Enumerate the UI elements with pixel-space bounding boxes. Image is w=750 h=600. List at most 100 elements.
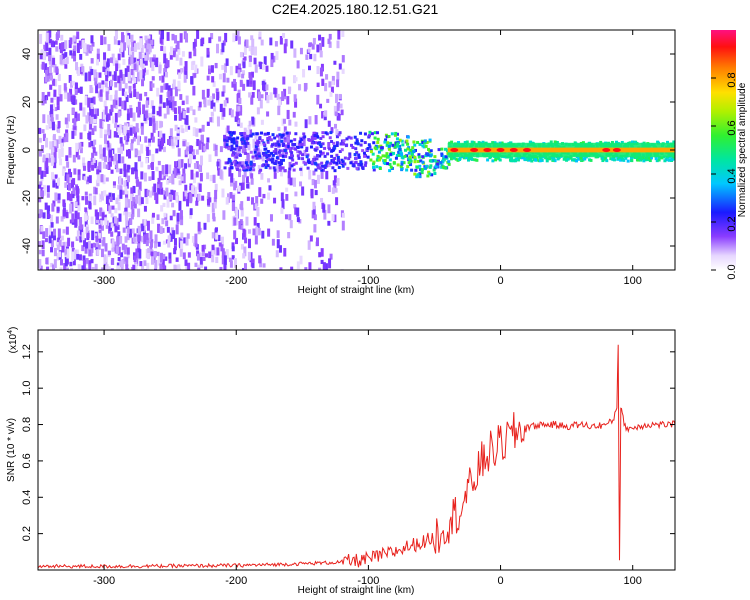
heatmap-cell: [277, 161, 281, 165]
heatmap-cell: [548, 157, 552, 161]
heatmap-cell: [202, 249, 206, 257]
heatmap-cell: [45, 32, 49, 43]
heatmap-cell: [266, 131, 270, 135]
heatmap-cell: [291, 158, 295, 162]
heatmap-cell: [96, 48, 100, 59]
heatmap-cell: [94, 80, 98, 86]
heatmap-cell: [393, 145, 397, 149]
heatmap-cell: [57, 120, 61, 128]
heatmap-cell: [136, 179, 140, 187]
heatmap-cell: [265, 84, 269, 91]
heatmap-cell: [94, 233, 98, 238]
heatmap-cell: [280, 192, 284, 202]
heatmap-cell: [216, 247, 220, 256]
heatmap-cell: [67, 182, 71, 191]
spectrogram-x-ticks: -300 -200 -100 0 100: [93, 30, 642, 287]
heatmap-cell: [210, 111, 214, 116]
heatmap-cell: [56, 105, 60, 111]
heatmap-cell: [124, 122, 128, 127]
heatmap-cell: [57, 73, 61, 82]
heatmap-cell: [336, 40, 340, 49]
heatmap-cell: [236, 31, 240, 40]
heatmap-cell: [375, 158, 379, 162]
heatmap-cell: [394, 156, 398, 160]
heatmap-cell: [305, 155, 309, 159]
heatmap-cell: [672, 140, 675, 144]
heatmap-cell: [379, 156, 383, 160]
heatmap-cell: [90, 46, 94, 52]
heatmap-cell: [356, 142, 360, 146]
spectrogram-x-label: Height of straight line (km): [298, 285, 415, 296]
heatmap-cell: [199, 155, 203, 166]
heatmap-cell: [45, 69, 49, 75]
heatmap-cell: [138, 249, 142, 259]
heatmap-cell: [248, 168, 252, 172]
heatmap-cell: [386, 162, 390, 166]
heatmap-cell: [255, 147, 259, 151]
heatmap-cell: [82, 165, 86, 171]
heatmap-cell: [144, 35, 148, 41]
heatmap-cell: [62, 208, 66, 217]
heatmap-cell: [467, 158, 471, 162]
heatmap-cell: [117, 246, 121, 256]
heatmap-cell: [279, 159, 283, 163]
heatmap-cell: [288, 161, 292, 169]
heatmap-cell: [154, 192, 158, 201]
heatmap-cell: [452, 156, 456, 160]
heatmap-cell: [58, 85, 62, 95]
x-tick-label: -100: [357, 575, 379, 587]
heatmap-cell: [111, 258, 115, 265]
heatmap-cell: [114, 207, 118, 214]
heatmap-cell: [95, 59, 99, 66]
heatmap-cell: [41, 145, 45, 153]
heatmap-cell: [41, 98, 45, 106]
heatmap-cell: [131, 228, 135, 234]
heatmap-cell: [326, 98, 330, 103]
heatmap-cell: [315, 146, 319, 150]
heatmap-cell: [162, 102, 166, 108]
heatmap-cell: [64, 117, 68, 125]
heatmap-cell: [440, 147, 444, 151]
heatmap-cell: [124, 186, 128, 195]
heatmap-cell: [201, 124, 205, 132]
heatmap-cell: [129, 108, 133, 118]
heatmap-cell: [228, 131, 232, 135]
heatmap-cell: [427, 170, 431, 174]
heatmap-cell: [104, 217, 108, 226]
heatmap-cell: [278, 166, 282, 170]
heatmap-cell: [286, 133, 290, 137]
heatmap-cell: [335, 161, 339, 165]
heatmap-cell: [211, 244, 215, 252]
heatmap-cell: [566, 157, 570, 161]
heatmap-cell: [191, 185, 195, 195]
heatmap-cell: [636, 158, 640, 162]
heatmap-cell: [208, 37, 212, 44]
heatmap-cell: [123, 163, 127, 172]
heatmap-cell: [637, 156, 641, 160]
heatmap-cell: [166, 32, 170, 41]
heatmap-cell: [467, 156, 471, 160]
heatmap-cell: [324, 110, 328, 117]
heatmap-cell: [114, 216, 118, 224]
heatmap-cell: [463, 141, 467, 145]
heatmap-cell: [255, 226, 259, 236]
heatmap-cell: [433, 159, 437, 163]
heatmap-cell: [424, 166, 428, 170]
heatmap-cell: [248, 56, 252, 62]
heatmap-cell: [85, 179, 89, 185]
heatmap-cell: [296, 60, 300, 69]
heatmap-cell: [81, 66, 85, 73]
heatmap-cell: [232, 160, 236, 164]
heatmap-cell: [201, 244, 205, 252]
heatmap-cell: [290, 40, 294, 49]
heatmap-cell: [192, 60, 196, 65]
heatmap-cell: [103, 36, 107, 45]
heatmap-cell: [324, 263, 328, 270]
heatmap-cell: [171, 33, 175, 41]
heatmap-cell: [122, 58, 126, 65]
heatmap-cell: [194, 117, 198, 123]
heatmap-cell: [94, 187, 98, 195]
heatmap-cell: [271, 133, 275, 137]
signal-peak: [496, 148, 505, 152]
heatmap-cell: [274, 41, 278, 47]
